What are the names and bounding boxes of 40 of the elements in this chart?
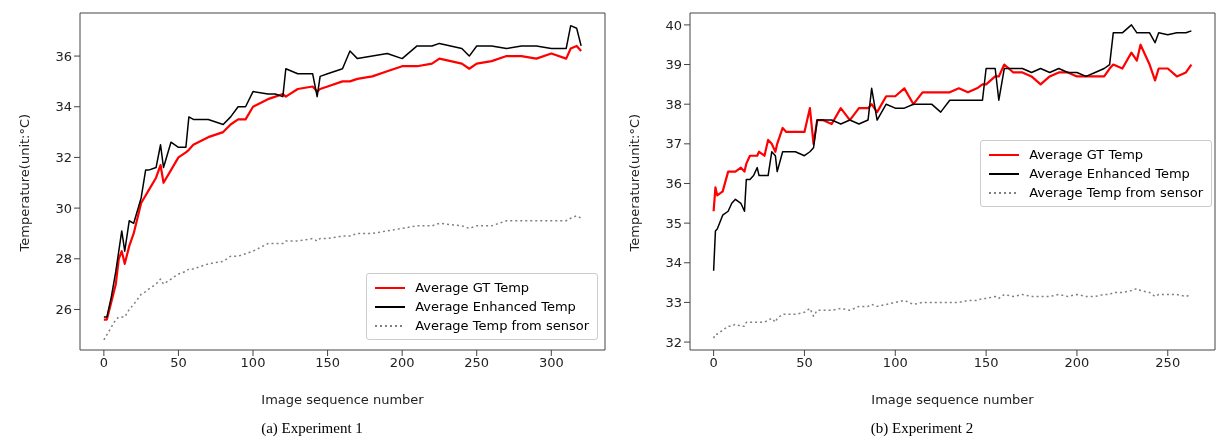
y-tick-label: 35 — [665, 215, 682, 231]
text: (b) Experiment 2 — [869, 420, 975, 437]
y-axis-title: Temperature(unit:°C) — [16, 113, 32, 253]
x-tick-label: 50 — [170, 355, 187, 371]
y-tick-label: 36 — [665, 176, 682, 192]
legend-label: Average Temp from sensor — [1029, 184, 1203, 202]
x-tick-label: 250 — [1155, 355, 1181, 371]
y-tick-label: 37 — [665, 136, 682, 152]
y-tick-label: 28 — [55, 251, 72, 267]
legend-label: Average Temp from sensor — [415, 317, 589, 335]
x-tick-label: 150 — [315, 355, 340, 371]
legend-label: Average GT Temp — [1029, 146, 1144, 164]
legend-label: Average Enhanced Temp — [415, 298, 576, 316]
x-tick-label: 300 — [538, 355, 564, 371]
y-tick-label: 40 — [665, 17, 682, 33]
y-tick-label: 36 — [55, 48, 72, 64]
x-tick-label: 100 — [240, 355, 266, 371]
y-tick-label: 38 — [665, 96, 682, 112]
x-tick-label: 150 — [973, 355, 999, 371]
y-tick-label: 39 — [665, 57, 682, 73]
x-axis-title: Image sequence number — [871, 392, 1035, 407]
y-tick-label: 26 — [55, 302, 72, 318]
legend-label: Average Enhanced Temp — [1029, 165, 1190, 183]
x-tick-label: 0 — [99, 355, 108, 371]
legend-label: Average GT Temp — [415, 279, 530, 297]
x-axis-title: Image sequence number — [261, 392, 425, 407]
y-tick-label: 32 — [665, 334, 682, 350]
y-tick-label: 33 — [665, 295, 682, 311]
x-tick-label: 100 — [882, 355, 908, 371]
x-tick-label: 200 — [1064, 355, 1090, 371]
x-tick-label: 200 — [389, 355, 415, 371]
x-tick-label: 0 — [709, 355, 718, 371]
y-tick-label: 34 — [665, 255, 682, 271]
y-tick-label: 30 — [55, 200, 72, 216]
y-tick-label: 34 — [55, 99, 72, 115]
y-tick-label: 32 — [55, 150, 72, 166]
y-axis-title: Temperature(unit:°C) — [626, 113, 642, 253]
x-tick-label: 250 — [464, 355, 490, 371]
text: (a) Experiment 1 — [260, 420, 364, 437]
x-tick-label: 50 — [796, 355, 813, 371]
